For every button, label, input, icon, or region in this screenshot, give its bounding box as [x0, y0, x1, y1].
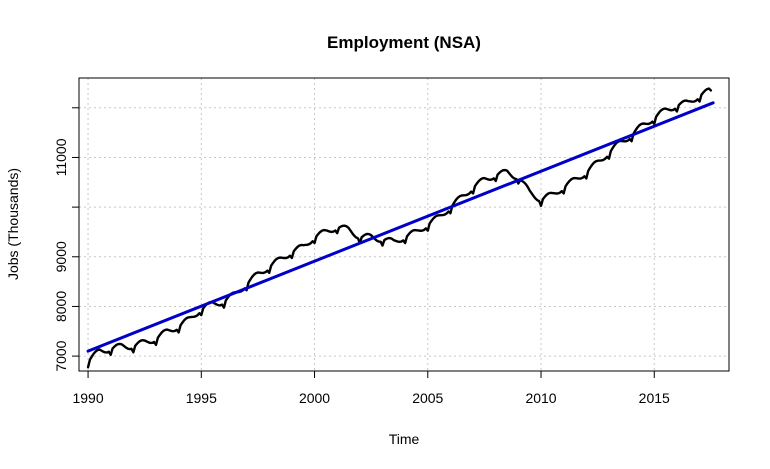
y-tick-label-11000: 11000	[53, 138, 69, 176]
employment-series-line	[86, 87, 713, 369]
x-axis-label: Time	[389, 431, 420, 447]
y-tick-label-8000: 8000	[53, 291, 69, 322]
y-tick-label-9000: 9000	[53, 241, 69, 272]
axis-layer: 1990 1995 2000 2005 2010 2015 7000 8000 9000 1100…	[53, 107, 670, 406]
x-tick-label-2015: 2015	[639, 390, 670, 406]
chart-title: Employment (NSA)	[327, 33, 481, 52]
grid-layer	[79, 78, 729, 371]
x-tick-label-2000: 2000	[299, 390, 330, 406]
trend-line	[86, 101, 715, 353]
series-layer	[86, 87, 715, 369]
x-tick-label-1990: 1990	[72, 390, 103, 406]
y-tick-label-7000: 7000	[53, 340, 69, 371]
x-tick-label-2010: 2010	[525, 390, 556, 406]
y-axis-label: Jobs (Thousands)	[5, 168, 21, 280]
x-tick-label-2005: 2005	[412, 390, 443, 406]
x-tick-label-1995: 1995	[186, 390, 217, 406]
